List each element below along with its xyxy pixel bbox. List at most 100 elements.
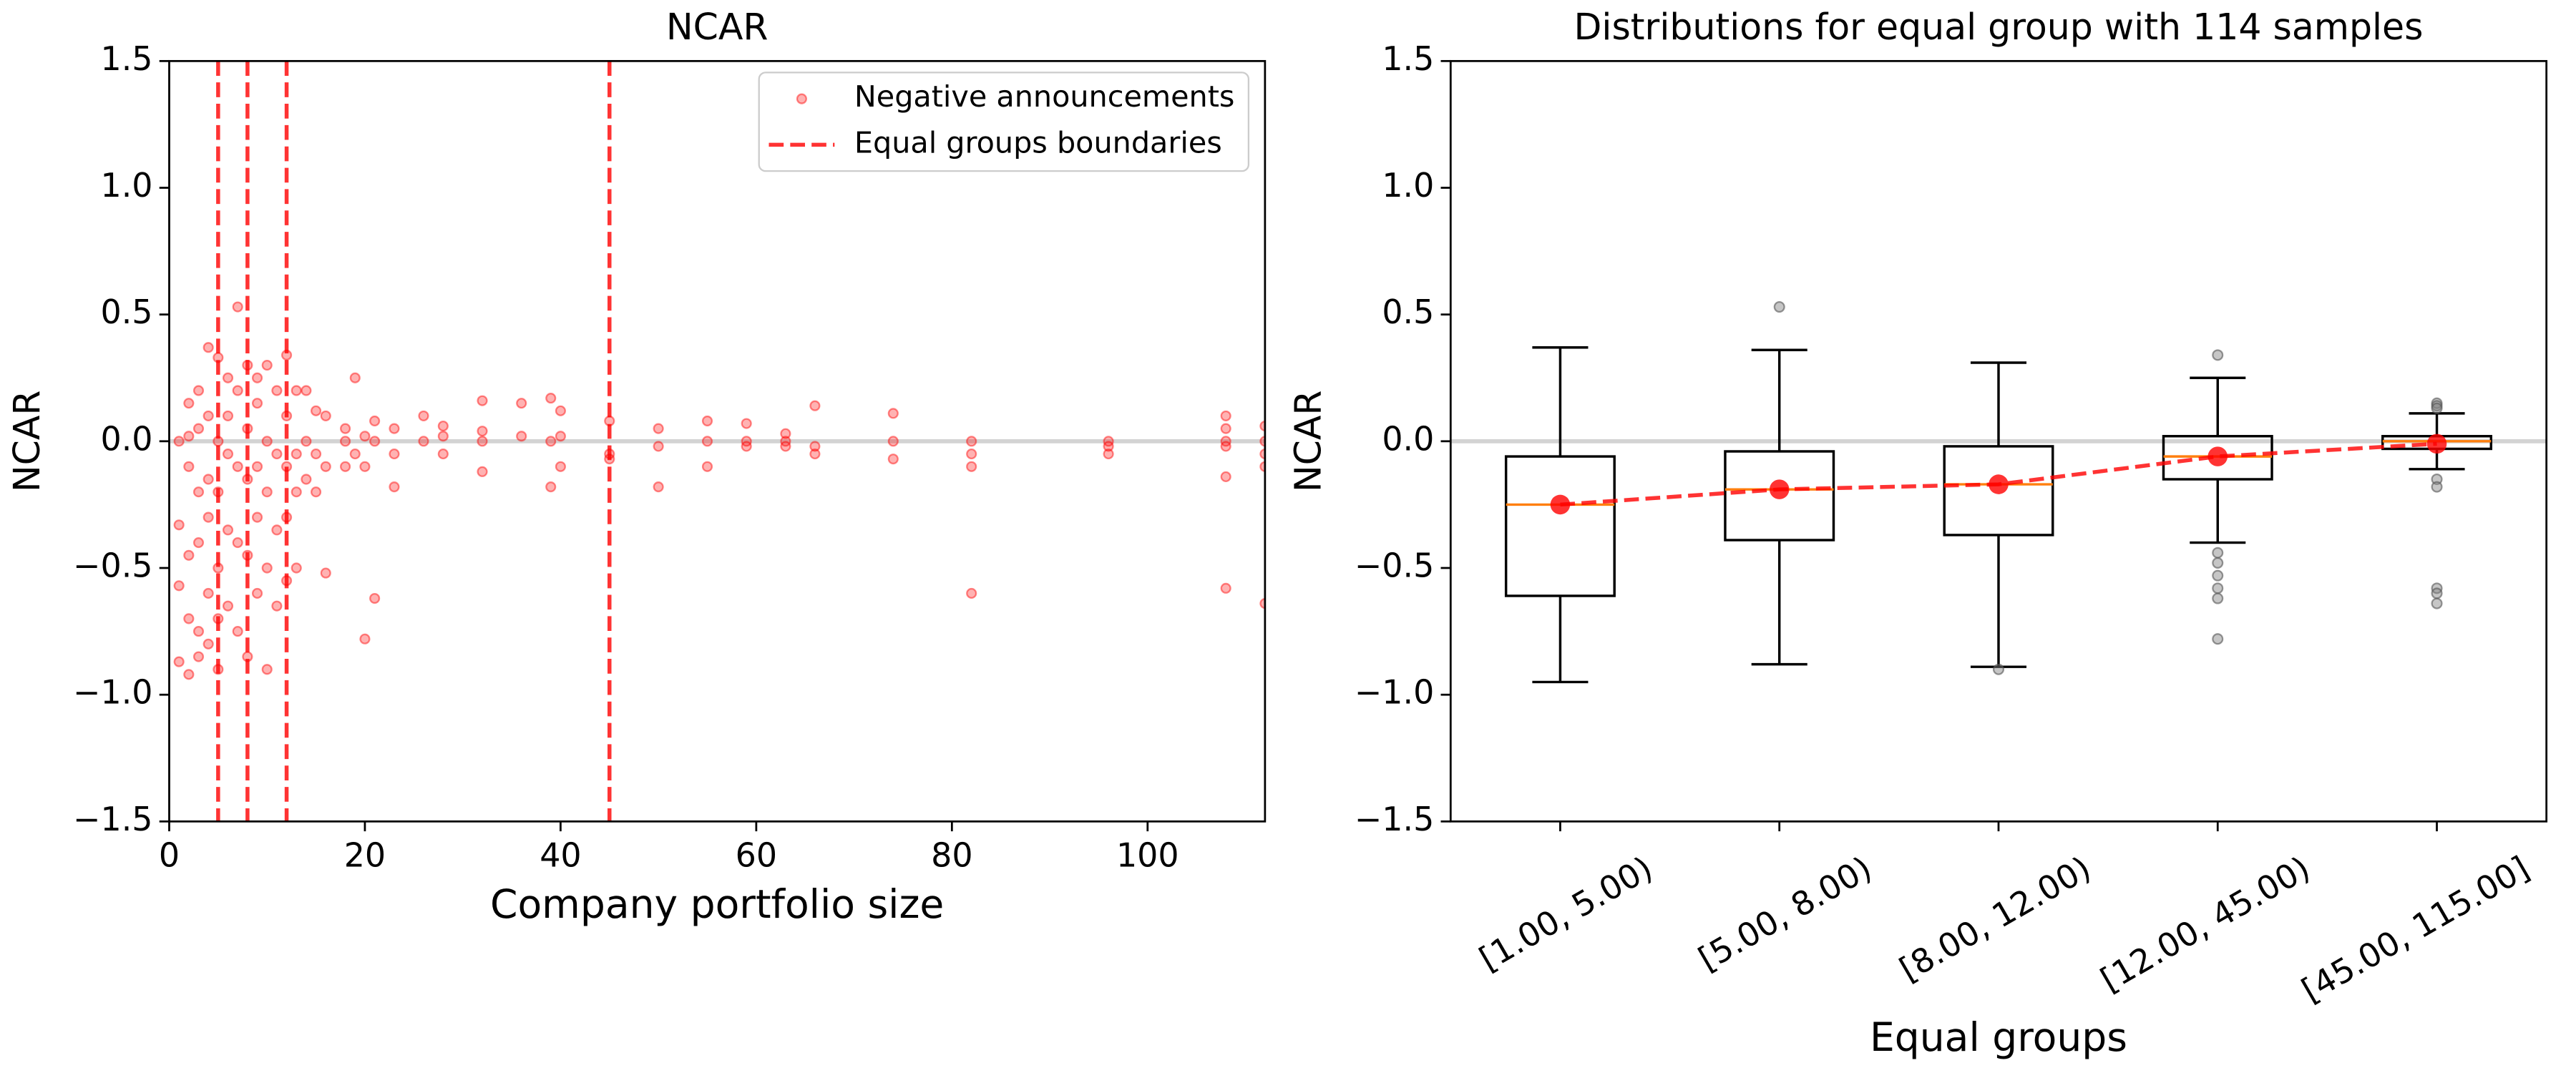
x-tick-label: 40 xyxy=(540,836,581,874)
y-tick-label: 0.0 xyxy=(1382,419,1434,458)
x-tick-label: [45.00, 115.00] xyxy=(2295,848,2535,1009)
point xyxy=(203,342,214,353)
mean-marker xyxy=(2207,446,2228,466)
point xyxy=(291,448,302,460)
point xyxy=(369,436,381,447)
point xyxy=(291,486,302,498)
point xyxy=(192,536,205,549)
point xyxy=(301,436,312,447)
point xyxy=(809,441,821,452)
point xyxy=(310,405,322,416)
point xyxy=(389,481,400,493)
point xyxy=(1220,471,1231,483)
outlier xyxy=(2431,402,2443,414)
mean-line xyxy=(1560,441,2437,507)
point xyxy=(437,448,449,460)
legend-label: Equal groups boundaries xyxy=(854,125,1222,160)
y-axis-label: NCAR xyxy=(1287,390,1330,492)
point xyxy=(340,423,351,434)
point xyxy=(887,408,899,419)
point xyxy=(887,454,899,465)
mean-marker xyxy=(1989,474,2009,494)
point xyxy=(183,398,195,409)
mean-marker xyxy=(1769,479,1790,499)
point xyxy=(320,461,331,472)
point xyxy=(271,600,283,612)
point xyxy=(741,418,752,429)
outlier xyxy=(2431,587,2443,599)
x-tick-label: [12.00, 45.00) xyxy=(2094,848,2316,999)
x-tick-label: 20 xyxy=(344,836,386,874)
point xyxy=(232,301,243,313)
point xyxy=(340,461,351,472)
x-tick-label: [1.00, 5.00) xyxy=(1473,848,1659,978)
point xyxy=(192,486,205,498)
point xyxy=(310,486,322,498)
point xyxy=(780,436,791,447)
y-tick-label: 1.5 xyxy=(101,39,153,78)
point xyxy=(232,461,243,472)
point xyxy=(701,415,713,427)
point xyxy=(887,436,899,447)
point xyxy=(203,410,214,421)
y-axis-label: NCAR xyxy=(6,390,48,492)
point xyxy=(173,436,185,447)
point xyxy=(261,664,273,675)
point xyxy=(701,436,713,447)
point xyxy=(809,400,821,411)
point xyxy=(545,393,557,404)
x-axis-label: Equal groups xyxy=(1870,1014,2127,1060)
point xyxy=(301,474,312,485)
point xyxy=(555,431,566,442)
point xyxy=(437,421,449,432)
point xyxy=(251,511,263,523)
point xyxy=(251,398,263,409)
x-tick-label: [5.00, 8.00) xyxy=(1692,848,1878,978)
point xyxy=(1259,598,1265,609)
point xyxy=(1220,410,1231,421)
point xyxy=(173,580,185,592)
point xyxy=(222,372,234,383)
point xyxy=(301,385,312,396)
point xyxy=(653,481,664,493)
point xyxy=(477,395,488,406)
point xyxy=(966,436,977,447)
point xyxy=(192,651,205,662)
point xyxy=(251,461,263,472)
point xyxy=(1220,436,1231,447)
outlier xyxy=(2212,633,2224,645)
point xyxy=(261,486,273,498)
point xyxy=(222,600,234,612)
point xyxy=(1103,436,1114,447)
point xyxy=(232,385,243,396)
point xyxy=(359,461,371,472)
point xyxy=(261,359,273,371)
point xyxy=(477,466,488,477)
point xyxy=(222,524,234,536)
point xyxy=(418,410,429,421)
point xyxy=(701,461,713,472)
legend-box xyxy=(758,72,1250,172)
point xyxy=(232,536,243,549)
point xyxy=(251,372,263,383)
point xyxy=(477,426,488,437)
point xyxy=(271,448,283,460)
outlier xyxy=(2212,592,2224,604)
point xyxy=(271,385,283,396)
point xyxy=(203,587,214,599)
point xyxy=(966,461,977,472)
point xyxy=(320,567,331,579)
point xyxy=(173,656,185,667)
point xyxy=(418,436,429,447)
point xyxy=(183,669,195,680)
x-tick-label: 0 xyxy=(159,836,180,874)
point xyxy=(555,405,566,416)
point xyxy=(545,481,557,493)
outlier xyxy=(2431,597,2443,609)
point xyxy=(966,448,977,460)
legend-marker xyxy=(796,93,807,104)
point xyxy=(1259,448,1265,460)
y-tick-label: −1.0 xyxy=(1355,673,1434,712)
outlier xyxy=(1773,301,1785,313)
